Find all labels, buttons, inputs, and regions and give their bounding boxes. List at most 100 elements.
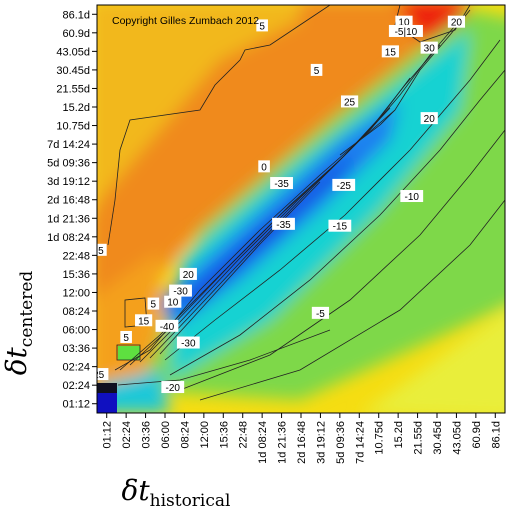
contour-label-box [97, 368, 109, 381]
contour-label: 15 [135, 314, 153, 327]
contour-label-text: 10 [398, 18, 410, 29]
contour-label: 25 [340, 95, 359, 108]
contour-label-text: 20 [183, 270, 195, 281]
contour-label: -25 [332, 178, 356, 192]
contour-label: 5 [97, 243, 107, 257]
y-tick-label: 15:36 [62, 269, 90, 281]
contour-label: 5 [256, 19, 268, 32]
contour-label: -5 [311, 306, 330, 320]
contour-label-text: -40 [160, 322, 175, 333]
contour-label-text: -30 [181, 339, 196, 350]
contour-label-box [332, 178, 356, 191]
contour-label: 5 [310, 63, 323, 77]
contour-label: -5|10 [388, 24, 423, 38]
contour-label-text: -25 [90, 370, 105, 381]
contour-label: -15 [328, 219, 352, 233]
y-axis-symbol: δt [0, 346, 33, 375]
x-axis-symbol: δt [122, 474, 151, 507]
contour-label-box [176, 336, 200, 349]
contour-label-box [381, 45, 399, 58]
contour-label: -40 [155, 319, 179, 333]
x-tick-label: 21.55d [413, 421, 425, 455]
green-cell [118, 346, 140, 360]
contour-label-box [272, 217, 295, 230]
dark-blue-cell [97, 393, 117, 413]
contour-label-box [400, 190, 424, 203]
contour-label-box [258, 160, 270, 173]
y-tick-label: 1d 08:24 [47, 232, 90, 244]
y-tick-label: 03:36 [62, 343, 90, 355]
contour-label-text: -15 [333, 222, 348, 233]
contour-label-text: 25 [344, 97, 356, 108]
contour-label-box [328, 219, 352, 232]
contour-label-text: 15 [138, 316, 150, 327]
contour-label: 30 [420, 41, 438, 55]
contour-label-text: -5 [316, 309, 325, 320]
y-tick-label: 60.9d [62, 28, 90, 40]
y-tick-label: 02:24 [62, 362, 90, 374]
x-tick-label: 15:36 [218, 421, 230, 449]
contour-label-box [311, 306, 330, 319]
contour-label-text: 5 [314, 66, 320, 77]
contour-label-text: -35 [276, 220, 291, 231]
contour-label-text: 5 [123, 333, 129, 344]
contour-label-box [420, 41, 438, 54]
y-axis-subscript: centered [17, 271, 37, 348]
contour-label-text: -5|10 [395, 27, 418, 38]
contour-label-text: 5 [98, 246, 104, 257]
x-axis-subscript: historical [150, 491, 231, 511]
x-tick-label: 12:00 [199, 421, 211, 449]
contour-label-box [420, 112, 438, 125]
x-tick-label: 03:36 [141, 421, 153, 449]
y-tick-label: 12:00 [62, 287, 90, 299]
y-tick-label: 22:48 [62, 250, 90, 262]
contour-label: -35 [272, 217, 295, 231]
contour-label-box [169, 284, 192, 297]
contour-label-text: 0 [261, 162, 267, 173]
contour-label-text: 20 [424, 114, 436, 125]
y-tick-label: 1d 21:36 [47, 213, 90, 225]
contour-label-box [161, 381, 185, 394]
contour-label-box [164, 295, 182, 308]
contour-label-box [97, 243, 107, 256]
contour-label-text: 5 [259, 21, 265, 32]
contour-label: 10 [395, 15, 413, 29]
x-tick-label: 7d 14:24 [354, 421, 366, 464]
y-axis-title: δtcentered [0, 271, 37, 376]
lower-right-yellow [362, 310, 505, 413]
contour-label-box [340, 95, 359, 108]
contour-label-box [270, 177, 293, 190]
copyright-text: Copyright Gilles Zumbach 2012 [112, 15, 259, 27]
x-tick-label: 22:48 [238, 421, 250, 449]
contour-label-text: -20 [166, 383, 181, 394]
contour-label-text: 15 [385, 47, 397, 58]
contour-label: 10 [164, 295, 182, 309]
y-tick-label: 30.45d [56, 65, 90, 77]
contour-label: 5 [120, 330, 132, 344]
x-tick-label: 1d 08:24 [257, 421, 269, 464]
contour-label: 20 [447, 15, 466, 29]
contour-label: -30 [169, 284, 192, 298]
contour-label: -10 [400, 190, 424, 203]
contour-label-text: -35 [274, 179, 289, 190]
x-tick-label: 15.2d [393, 421, 405, 449]
y-tick-label: 43.05d [56, 46, 90, 58]
contour-label: 20 [179, 267, 197, 281]
contour-label-box [256, 19, 268, 32]
contour-label-box [447, 15, 466, 28]
contour-label-box [120, 330, 132, 343]
y-tick-label: 21.55d [56, 83, 90, 95]
y-tick-label: 02:24 [62, 380, 90, 392]
x-tick-label: 10.75d [374, 421, 386, 455]
contour-label-box [179, 267, 197, 280]
contour-label-box [310, 63, 323, 76]
contour-label-text: 5 [151, 300, 157, 311]
x-tick-label: 2d 16:48 [296, 421, 308, 464]
y-tick-label: 5d 09:36 [47, 158, 90, 170]
y-tick-label: 01:12 [62, 399, 90, 411]
contour-label-text: 30 [424, 44, 436, 55]
y-tick-label: 7d 14:24 [47, 139, 90, 151]
x-tick-label: 3d 19:12 [315, 421, 327, 464]
contour-label-text: 20 [451, 18, 463, 29]
black-cell [97, 383, 117, 393]
